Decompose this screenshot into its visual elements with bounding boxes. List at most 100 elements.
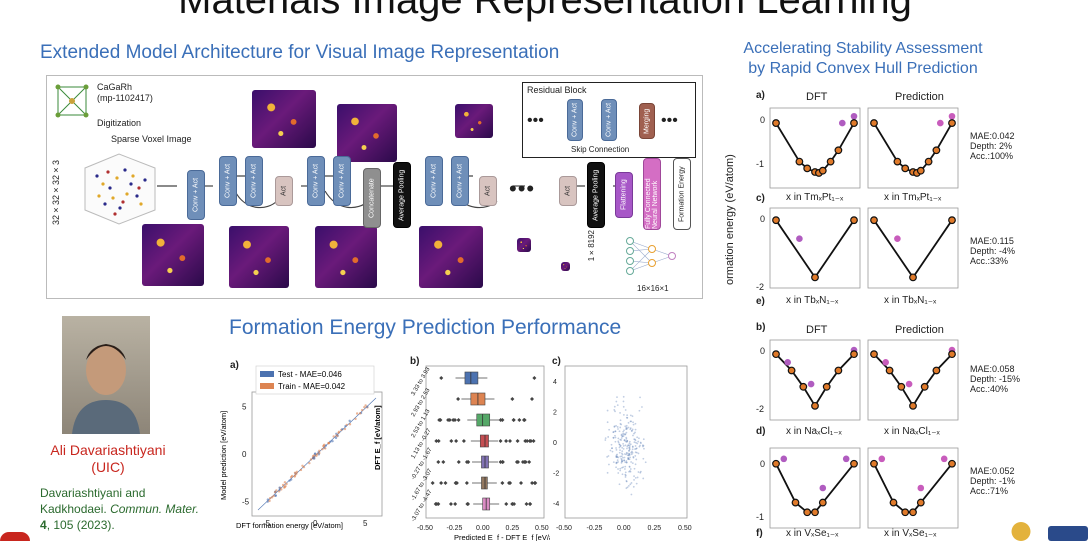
hull-row4-ytick: 0: [760, 459, 766, 469]
hull-col-prediction: Prediction: [895, 324, 944, 336]
hull-row3-mae: MAE:0.058: [970, 364, 1015, 374]
residual-point: [626, 486, 629, 489]
residual-point: [615, 447, 617, 449]
citation: Davariashtiyani and Kadkhodaei. Commun. …: [40, 485, 200, 533]
parity-point: [283, 486, 286, 489]
parity-point: [275, 489, 278, 492]
material-formula: CaGaRh: [97, 82, 133, 92]
residual-point: [615, 461, 618, 464]
architecture-heading: Extended Model Architecture for Visual I…: [40, 42, 560, 63]
hull-vertex-point: [811, 273, 819, 282]
residual-point: [628, 446, 631, 448]
residual-point: [622, 466, 625, 469]
residual-point: [631, 450, 633, 453]
residual-point: [624, 440, 627, 442]
parity-point: [341, 428, 344, 431]
residual-ytick: 0: [553, 440, 557, 447]
residual-xtick: 0.00: [617, 525, 631, 532]
residual-point: [619, 426, 622, 429]
residual-point: [604, 437, 607, 440]
residual-ytick: -2: [553, 470, 559, 477]
box-outlier: [507, 481, 512, 485]
residual-point: [613, 409, 616, 411]
parity-point: [364, 404, 367, 407]
residual-point: [627, 444, 630, 447]
residual-point: [631, 429, 633, 432]
hull-vertex-point: [803, 508, 812, 517]
residual-point: [627, 456, 630, 459]
residual-point: [615, 461, 618, 464]
residual-point: [633, 438, 636, 441]
residual-point: [610, 443, 613, 446]
residual-point: [615, 448, 618, 451]
residual-point: [625, 428, 628, 430]
box-outlier: [514, 460, 519, 464]
hull-vertex-point: [932, 366, 941, 375]
box-outlier: [430, 481, 435, 485]
parity-ylabel: Model prediction [eV/atom]: [219, 411, 228, 500]
hull-vertex-point: [916, 166, 925, 175]
residual-point: [634, 451, 637, 454]
parity-point: [318, 449, 321, 453]
parity-point: [270, 496, 274, 499]
box-outlier: [452, 418, 457, 422]
parity-point: [268, 499, 271, 503]
residual-point: [630, 453, 633, 456]
conv-act-block: Conv + Act: [333, 156, 351, 206]
residual-point: [625, 453, 628, 456]
residual-point: [635, 447, 638, 450]
residual-point: [626, 427, 629, 430]
box-outlier: [522, 460, 527, 464]
parity-point: [331, 439, 334, 443]
residual-point: [623, 453, 626, 455]
residual-point: [627, 421, 630, 424]
legend-box: [255, 365, 375, 395]
hull-frame: [867, 107, 959, 189]
parity-ytick: 5: [242, 402, 247, 411]
feature-map-cube: [229, 226, 289, 288]
parity-point: [308, 461, 311, 465]
hull-vertex-point: [834, 366, 843, 375]
residual-point: [621, 453, 624, 456]
parity-point: [309, 458, 313, 461]
hull-vertex-point: [948, 350, 956, 359]
residual-point: [614, 434, 616, 437]
residual-point: [630, 430, 633, 432]
residual-point: [636, 442, 639, 445]
average-pooling-block: Average Pooling: [587, 162, 605, 228]
residual-point: [629, 470, 632, 473]
parity-point: [266, 498, 270, 501]
hull-row1-depth: Depth: 2%: [970, 141, 1013, 151]
box-xtick: 0.00: [476, 525, 490, 532]
residual-point: [635, 482, 638, 485]
residual-point: [635, 458, 638, 461]
box-outlier: [441, 460, 446, 464]
hull-vertex-point: [889, 498, 898, 507]
residual-ytick: 4: [553, 379, 557, 386]
residual-point: [627, 454, 630, 457]
residual-point: [634, 422, 637, 425]
residual-point: [623, 459, 626, 462]
parity-point: [334, 436, 338, 440]
residual-point: [614, 430, 617, 433]
parity-point: [283, 481, 287, 484]
conv-act-block: Conv + Act: [451, 156, 469, 206]
residual-point: [625, 461, 628, 464]
residual-point: [617, 441, 620, 444]
residual-point: [620, 455, 623, 458]
box-outlier: [525, 439, 530, 443]
author-name: Ali Davariashtiyani: [50, 442, 166, 458]
conv-act-block: Conv + Act: [187, 170, 205, 220]
hull-row3-ytick: 0: [760, 346, 766, 356]
residual-point: [613, 426, 616, 428]
residual-point: [619, 469, 622, 472]
residual-point: [612, 437, 615, 439]
residual-point: [642, 444, 645, 447]
box-outlier: [464, 481, 469, 485]
residual-point: [626, 447, 628, 450]
residual-point: [625, 437, 628, 440]
residual-point: [615, 456, 618, 458]
average-pooling-block: Average Pooling: [393, 162, 411, 228]
hull-offhull-point: [905, 380, 913, 388]
box-outlier: [504, 502, 509, 506]
